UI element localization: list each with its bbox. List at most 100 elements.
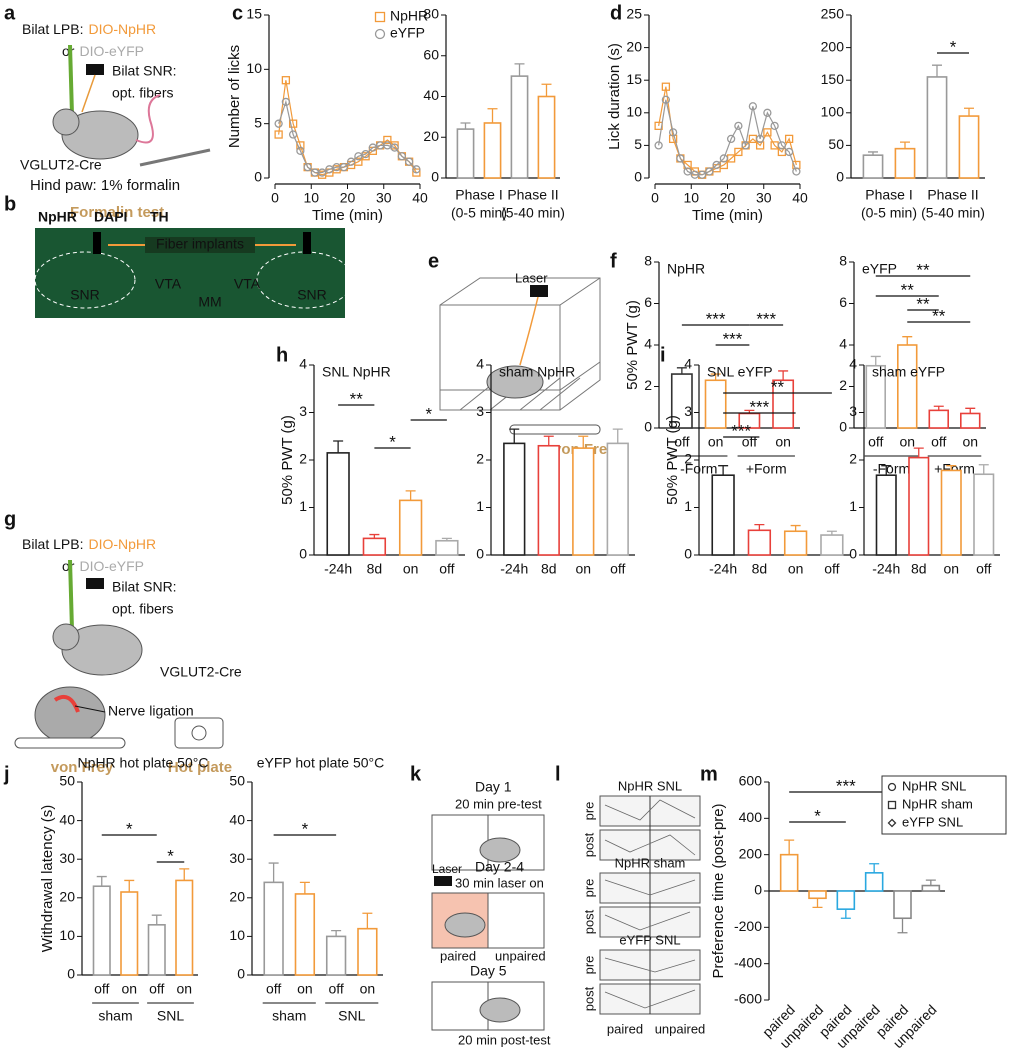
y-tick-label: 200 <box>821 38 845 54</box>
y-tick-label: 0 <box>836 169 844 185</box>
y-tick-label: 40 <box>423 87 439 103</box>
x-tick-label: -24h <box>709 561 737 577</box>
y-tick-label: 50 <box>828 136 844 152</box>
y-tick-label: 600 <box>739 773 763 789</box>
label: VGLUT2-Cre <box>160 664 242 680</box>
y-axis-label: Withdrawal latency (s) <box>39 805 56 953</box>
x-tick-label: -24h <box>500 561 528 577</box>
y-tick-label: 2 <box>644 377 652 393</box>
bar <box>747 529 772 556</box>
y-tick-label: 6 <box>644 294 652 310</box>
error-bar <box>965 407 976 414</box>
group-sublabel: (5-40 min) <box>501 205 565 221</box>
label: post <box>581 986 596 1011</box>
x-tick-label: on <box>943 561 959 577</box>
label: TH <box>150 209 169 225</box>
y-tick-label: 2 <box>476 451 484 467</box>
group-label: Phase I <box>865 187 912 203</box>
label: pre <box>581 879 596 898</box>
x-axis-label: Time (min) <box>692 207 763 224</box>
panel-e <box>439 277 601 435</box>
y-tick-label: -200 <box>734 918 762 934</box>
bar <box>894 147 916 179</box>
label: Bilat LPB: <box>22 21 83 37</box>
bar <box>921 884 941 892</box>
significance-label: * <box>167 846 174 865</box>
x-axis-label: Time (min) <box>312 207 383 224</box>
error-bar <box>509 428 520 444</box>
pointer <box>74 705 106 713</box>
label: Bilat SNR: <box>112 579 177 595</box>
y-tick-label: 10 <box>246 60 262 76</box>
legend-marker <box>374 28 386 40</box>
significance-label: * <box>950 37 957 56</box>
bar <box>325 935 347 976</box>
error-bar <box>124 879 135 893</box>
error-bar <box>870 355 881 366</box>
bar <box>537 444 560 556</box>
panel-label: h <box>276 344 288 366</box>
y-tick-label: 15 <box>246 6 262 22</box>
legend-marker <box>887 818 897 828</box>
bar <box>704 379 727 429</box>
error-bar <box>487 108 498 123</box>
label: pre <box>581 956 596 975</box>
y-tick-label: 5 <box>254 114 262 130</box>
point <box>303 162 312 172</box>
point <box>676 154 685 163</box>
x-tick-label: 10 <box>303 190 319 206</box>
y-tick-label: 3 <box>476 403 484 419</box>
y-tick-label: 250 <box>821 6 845 22</box>
point <box>274 130 283 139</box>
label: Formalin test <box>70 204 164 221</box>
y-tick-label: 4 <box>839 336 847 352</box>
hot-plate <box>174 717 224 749</box>
error-bar <box>333 440 344 453</box>
error-bar <box>946 465 957 471</box>
legend-label: eYFP <box>390 25 425 41</box>
y-tick-label: 40 <box>59 811 75 827</box>
panel-label: l <box>555 763 561 785</box>
chamber <box>439 277 601 411</box>
label: Day 2-4 <box>475 859 524 875</box>
panel-label: i <box>660 344 666 366</box>
syringe <box>68 559 74 631</box>
panel-label: g <box>4 508 16 530</box>
y-tick-label: 200 <box>739 845 763 861</box>
legend-marker <box>887 800 897 810</box>
region: SNR <box>297 287 327 303</box>
point <box>281 76 291 85</box>
y-tick-label: 0 <box>849 546 857 562</box>
significance-label: *** <box>706 309 726 328</box>
y-tick-label: 0 <box>634 169 642 185</box>
x-tick-label: on <box>899 434 915 450</box>
fiber <box>86 64 104 75</box>
point <box>712 160 721 170</box>
significance-label: *** <box>723 329 743 348</box>
label: Laser <box>515 270 548 285</box>
y-tick-label: 10 <box>229 927 245 943</box>
bar <box>435 539 459 556</box>
error-bar <box>362 912 373 929</box>
bar <box>294 893 316 976</box>
error-bar <box>268 862 279 883</box>
leg <box>34 686 106 744</box>
mouse <box>479 837 521 863</box>
y-tick-label: 0 <box>299 546 307 562</box>
y-tick-label: 0 <box>644 419 652 435</box>
label: Bilat LPB: DIO-NpHR <box>22 21 156 37</box>
y-tick-label: 1 <box>476 498 484 514</box>
series-line <box>658 99 797 176</box>
bar <box>483 122 502 179</box>
hot-plate-dial <box>191 725 207 741</box>
error-bar <box>151 914 162 925</box>
y-tick-label: 30 <box>229 850 245 866</box>
y-tick-label: 0 <box>431 169 439 185</box>
y-tick-label: 4 <box>476 356 484 372</box>
panel-label: c <box>232 2 243 24</box>
fiber-track <box>93 232 101 254</box>
x-tick-label: off <box>674 434 689 450</box>
error-bar <box>902 336 913 345</box>
group-sublabel: (5-40 min) <box>921 205 985 221</box>
x-tick-label: -24h <box>872 561 900 577</box>
